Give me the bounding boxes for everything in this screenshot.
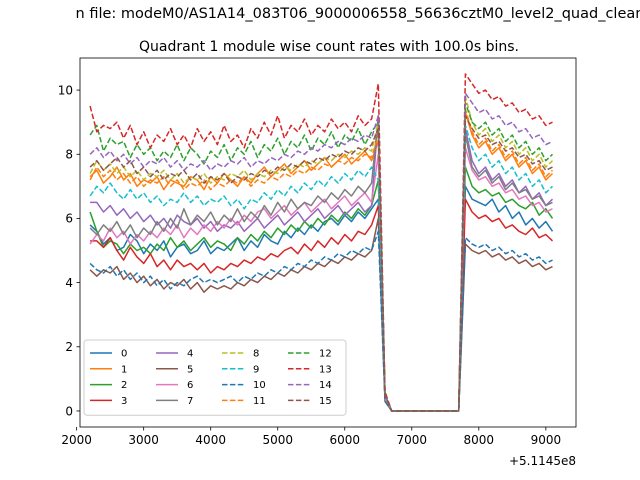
axes-frame [79,57,577,428]
series-line-0 [89,185,554,412]
x-tick-label-3000: 3000 [128,433,159,447]
series-line-3 [90,198,554,412]
legend-entry-12: 12 [288,349,332,360]
x-tick-label-6000: 6000 [329,433,360,447]
series-line-10 [89,230,553,412]
series-line-5 [89,217,553,412]
legend-label-2: 2 [121,380,127,391]
legend-label-9: 9 [253,364,259,375]
legend-entry-0: 0 [90,349,127,360]
series-line-11 [89,108,554,412]
legend-label-10: 10 [253,380,266,391]
x-tick-label-8000: 8000 [464,433,495,447]
legend-entry-15: 15 [288,396,332,407]
legend-label-13: 13 [319,364,332,375]
legend-box [83,339,347,416]
x-tick-label-9000: 9000 [531,433,562,447]
y-tick-label-4: 4 [65,276,73,290]
legend-label-7: 7 [187,396,193,407]
legend-label-0: 0 [121,349,127,360]
series-line-9 [89,124,554,412]
legend-label-5: 5 [187,364,193,375]
legend-entry-7: 7 [156,396,193,407]
x-tick-label-4000: 4000 [195,433,226,447]
legend-entry-6: 6 [156,380,193,391]
legend-label-15: 15 [319,396,332,407]
y-tick-label-8: 8 [65,148,73,162]
y-tick-label-6: 6 [65,212,73,226]
x-tick-label-2000: 2000 [61,433,92,447]
legend-entry-1: 1 [90,364,127,375]
y-tick-label-2: 2 [65,340,73,354]
series-line-12 [89,102,554,412]
legend-label-11: 11 [253,396,266,407]
legend-entry-5: 5 [156,364,193,375]
series-line-14 [89,92,553,412]
legend-entry-11: 11 [222,396,266,407]
legend-label-3: 3 [121,396,127,407]
chart-title: Quadrant 1 module wise count rates with … [139,39,519,55]
series-line-2 [89,166,554,412]
legend-entry-4: 4 [156,349,193,360]
legend-entry-2: 2 [90,380,127,391]
series-lines [89,73,554,412]
y-tick-label-10: 10 [58,83,73,97]
legend-entry-13: 13 [288,364,332,375]
legend-label-14: 14 [319,380,332,391]
y-tick-label-0: 0 [65,404,73,418]
legend-label-6: 6 [187,380,193,391]
series-line-8 [89,95,554,412]
legend-label-1: 1 [121,364,127,375]
x-tick-label-7000: 7000 [397,433,428,447]
figure-suptitle-text: n file: modeM0/AS1A14_083T06_9000006558_… [75,6,640,22]
legend-label-4: 4 [187,349,193,360]
x-tick-label-5000: 5000 [262,433,293,447]
plot-area [89,73,554,412]
legend-entry-3: 3 [90,396,127,407]
legend-label-12: 12 [319,349,332,360]
x-offset-label: +5.1145e8 [509,454,576,468]
figure-suptitle: n file: modeM0/AS1A14_083T06_9000006558_… [0,6,640,22]
series-line-6 [89,147,553,412]
legend-entry-10: 10 [222,380,266,391]
legend-entry-14: 14 [288,380,332,391]
legend-entry-8: 8 [222,349,259,360]
series-line-15 [89,115,553,412]
series-line-13 [89,73,553,412]
legend-label-8: 8 [253,349,259,360]
legend-entry-9: 9 [222,364,259,375]
series-line-7 [89,115,553,412]
